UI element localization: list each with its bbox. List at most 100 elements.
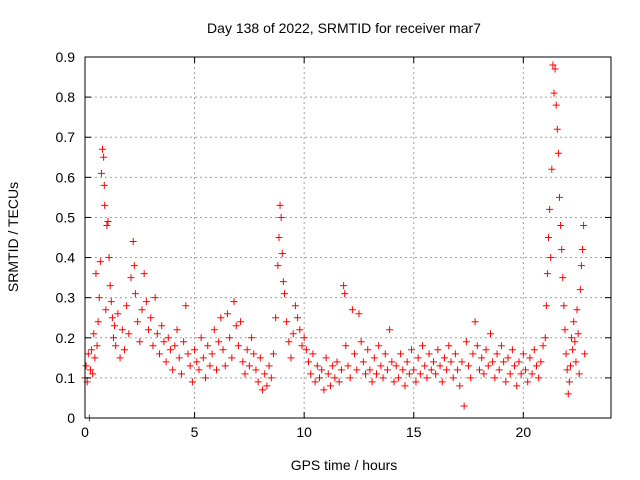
data-point <box>577 262 585 270</box>
data-point <box>388 358 396 366</box>
data-point <box>522 366 530 374</box>
data-point <box>526 354 534 362</box>
data-point <box>105 254 113 262</box>
data-point <box>416 370 424 378</box>
data-point <box>425 350 433 358</box>
data-point <box>331 374 339 382</box>
data-point <box>473 342 481 350</box>
data-point <box>316 374 324 382</box>
data-point <box>449 374 457 382</box>
data-point <box>217 314 225 322</box>
data-point <box>467 374 475 382</box>
data-point <box>340 282 348 290</box>
data-point <box>493 350 501 358</box>
data-point <box>109 334 117 342</box>
data-point <box>138 306 146 314</box>
data-point <box>419 342 427 350</box>
data-point <box>574 330 582 338</box>
data-point <box>92 270 100 278</box>
data-point <box>392 362 400 370</box>
data-point <box>230 298 238 306</box>
data-point <box>313 362 321 370</box>
data-point <box>130 262 138 270</box>
data-point <box>489 358 497 366</box>
data-point <box>366 366 374 374</box>
data-point <box>93 342 101 350</box>
data-point <box>561 326 569 334</box>
data-point <box>116 354 124 362</box>
data-point <box>414 354 422 362</box>
data-point <box>342 342 350 350</box>
data-point <box>129 238 137 246</box>
x-tick-label: 5 <box>191 424 199 440</box>
data-point <box>377 362 385 370</box>
data-point <box>186 362 194 370</box>
data-point <box>94 318 102 326</box>
data-point <box>370 354 378 362</box>
data-point <box>495 366 503 374</box>
data-point <box>184 350 192 358</box>
data-point <box>547 254 555 262</box>
data-point <box>151 294 159 302</box>
data-point <box>100 181 108 189</box>
data-point <box>164 334 172 342</box>
data-point <box>84 350 92 358</box>
data-point <box>302 346 310 354</box>
data-point <box>90 330 98 338</box>
data-point <box>562 350 570 358</box>
data-point <box>127 274 135 282</box>
y-axis-label: SRMTID / TECUs <box>5 182 21 292</box>
data-point <box>267 374 275 382</box>
y-tick-label: 0.8 <box>56 89 76 105</box>
data-point <box>329 362 337 370</box>
data-point <box>199 354 207 362</box>
y-tick-label: 0.7 <box>56 129 76 145</box>
data-point <box>149 342 157 350</box>
data-point <box>324 370 332 378</box>
data-point <box>213 366 220 374</box>
data-point <box>364 346 372 354</box>
data-point <box>566 362 574 370</box>
data-point <box>226 334 234 342</box>
chart-title: Day 138 of 2022, SRMTID for receiver mar… <box>207 20 481 36</box>
data-point <box>305 358 313 366</box>
data-point <box>445 342 453 350</box>
data-point <box>537 358 545 366</box>
data-point <box>285 338 293 346</box>
data-point <box>355 310 363 318</box>
grid-lines <box>85 57 611 418</box>
data-point <box>191 346 199 354</box>
data-point <box>543 270 551 278</box>
plot-frame <box>84 56 612 419</box>
data-point <box>438 378 446 386</box>
data-point <box>357 338 365 346</box>
data-point <box>576 286 584 294</box>
data-point <box>256 354 264 362</box>
data-point <box>379 374 387 382</box>
data-point <box>278 250 286 258</box>
data-point <box>372 370 380 378</box>
data-point <box>96 258 104 266</box>
data-point <box>410 366 418 374</box>
data-point <box>166 346 174 354</box>
data-point <box>221 362 229 370</box>
data-point <box>272 314 280 322</box>
data-point <box>555 193 563 201</box>
data-point <box>265 362 273 370</box>
data-point <box>91 354 99 362</box>
data-point <box>429 358 437 366</box>
data-point <box>171 342 179 350</box>
data-point <box>101 201 109 209</box>
data-point <box>180 338 188 346</box>
data-point <box>502 378 510 386</box>
data-point <box>484 362 492 370</box>
data-point <box>276 201 284 209</box>
data-point <box>569 346 577 354</box>
data-point <box>280 290 288 298</box>
data-point <box>252 366 260 374</box>
data-point <box>572 358 580 366</box>
x-tick-label: 0 <box>81 424 89 440</box>
data-point <box>311 378 319 386</box>
data-point <box>480 370 488 378</box>
data-point <box>560 302 568 310</box>
